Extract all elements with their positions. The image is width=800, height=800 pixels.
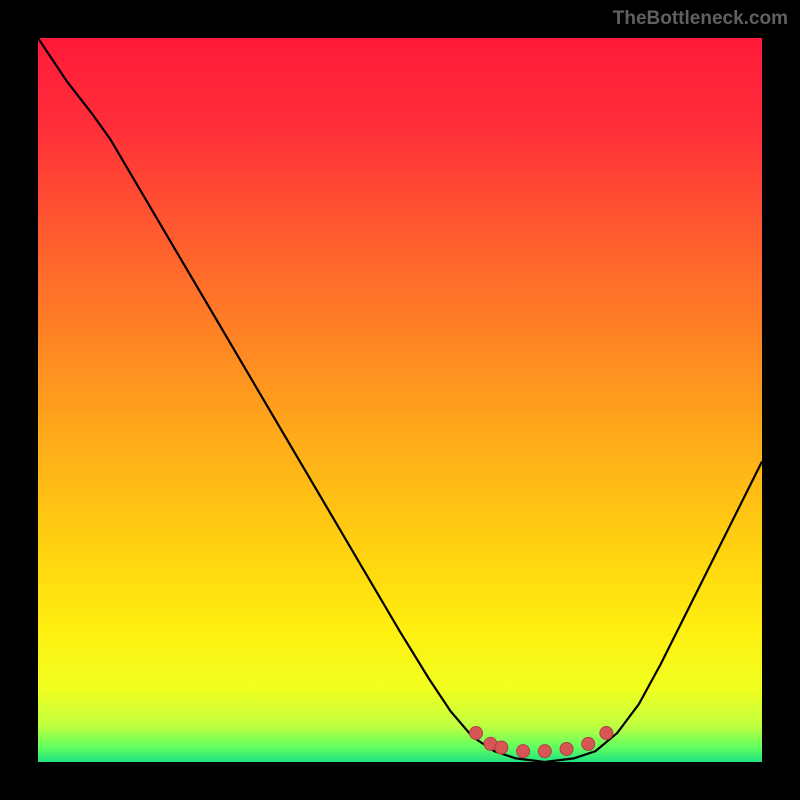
chart-plot-area <box>38 38 762 762</box>
marker-dot <box>517 745 530 758</box>
marker-dot <box>470 727 483 740</box>
marker-dot <box>560 742 573 755</box>
marker-dot <box>600 727 613 740</box>
watermark-text: TheBottleneck.com <box>613 8 788 30</box>
bottleneck-curve <box>38 38 762 762</box>
marker-dot <box>538 745 551 758</box>
marker-dot <box>582 737 595 750</box>
marker-dot <box>495 741 508 754</box>
curve-layer <box>38 38 762 762</box>
